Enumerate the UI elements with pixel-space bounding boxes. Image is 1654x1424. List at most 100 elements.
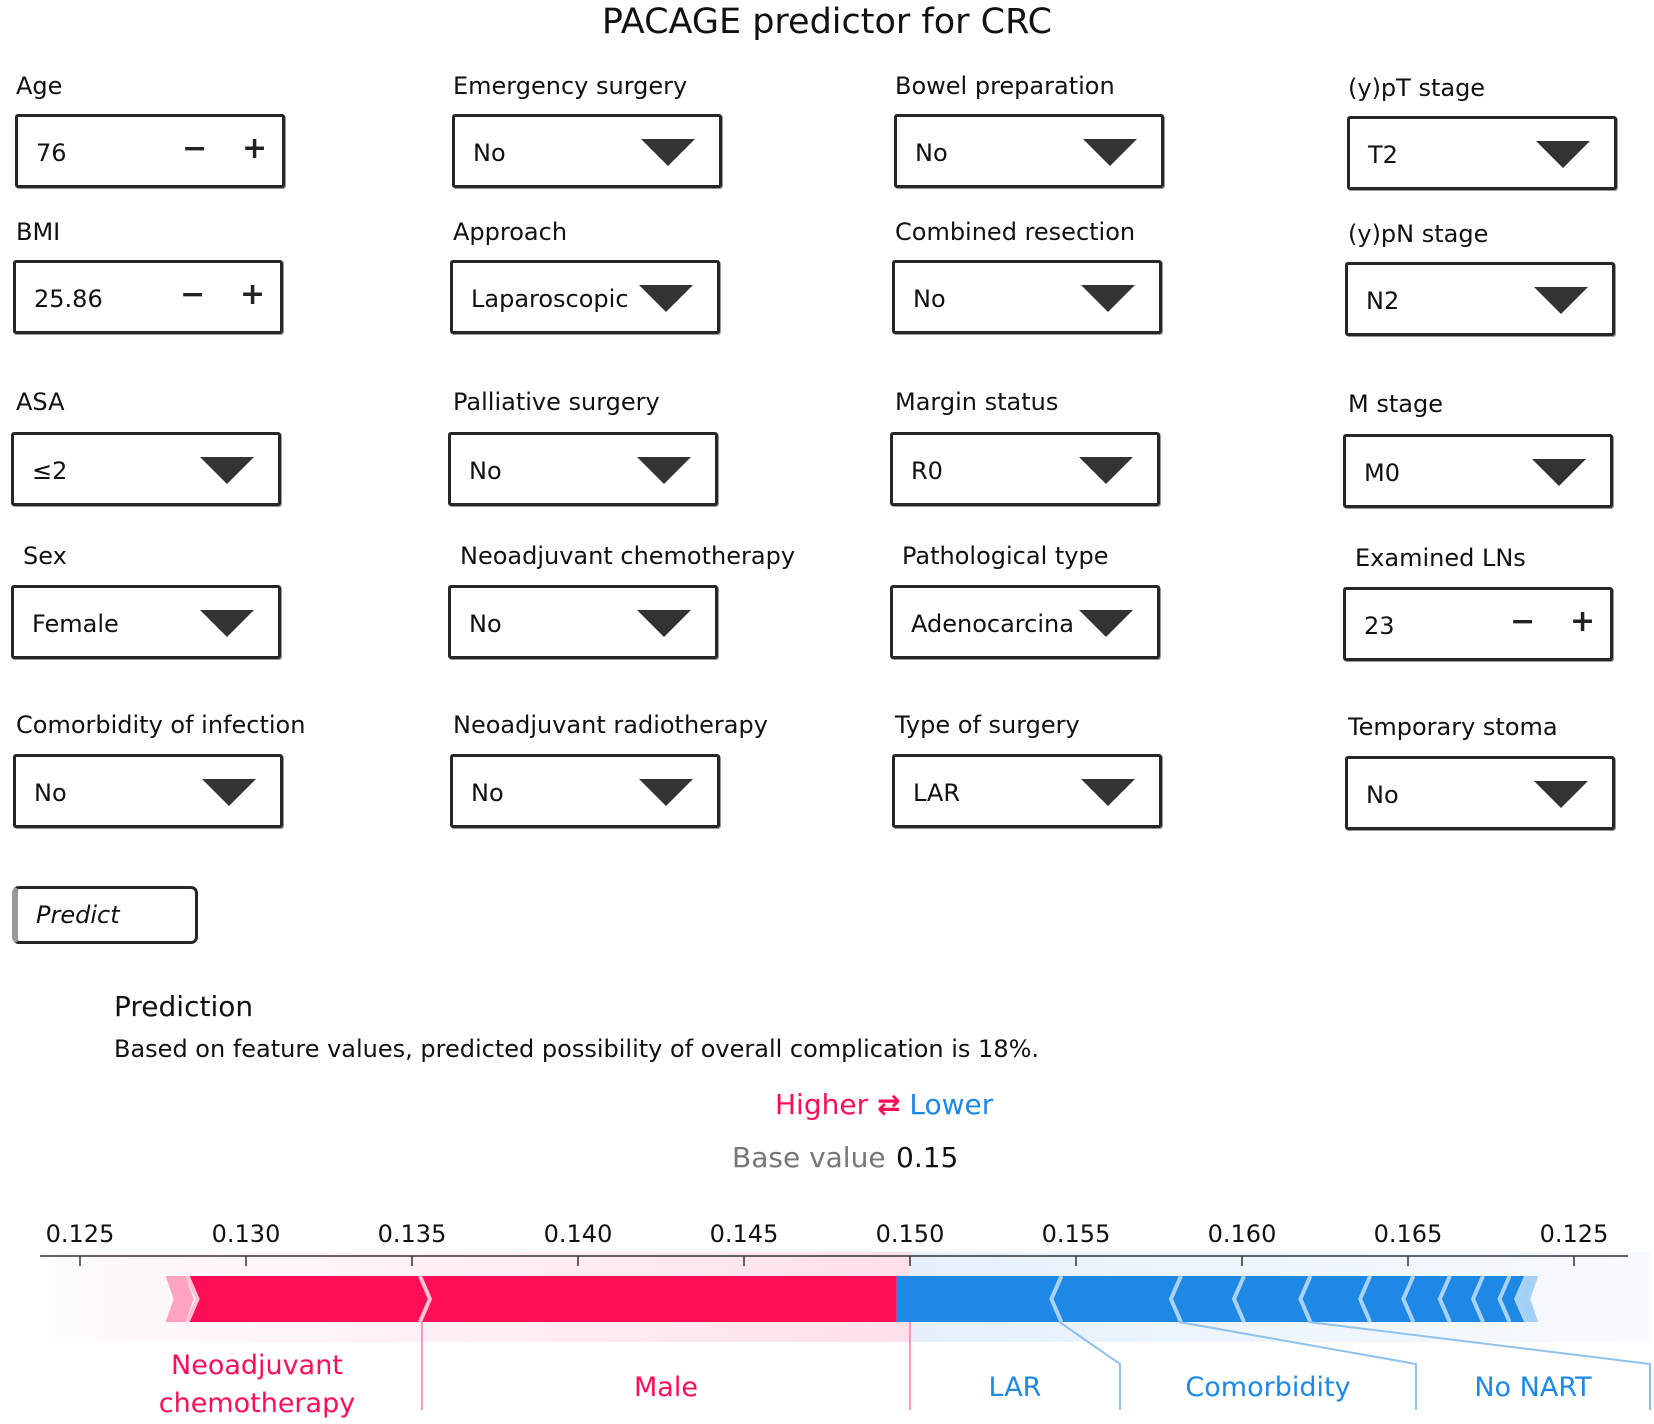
neoadjuvant-radiotherapy-select[interactable]: No <box>450 754 720 828</box>
axis-tick-label: 0.160 <box>1208 1220 1277 1248</box>
neoadjuvant-chemotherapy-select[interactable]: No <box>448 585 718 659</box>
chevron-down-icon[interactable] <box>1083 139 1137 166</box>
type-of-surgery-select[interactable]: LAR <box>892 754 1162 828</box>
feature-label-neoadjuvant-chemotherapy: Neoadjuvant chemotherapy <box>159 1350 355 1419</box>
field-label-bowel-preparation: Bowel preparation <box>895 72 1115 100</box>
lower-chevron <box>1357 1275 1372 1323</box>
bmi-stepper[interactable]: 25.86 − + <box>13 260 283 334</box>
examined-lns-value[interactable]: 23 <box>1364 612 1395 640</box>
field-label-ypn-stage: (y)pN stage <box>1348 220 1489 248</box>
chevron-down-icon[interactable] <box>1536 141 1590 168</box>
higher-lower-legend: Higher ⇄ Lower <box>775 1088 993 1121</box>
ypn-stage-value: N2 <box>1366 287 1400 315</box>
field-label-asa: ASA <box>16 388 65 416</box>
ypt-stage-select[interactable]: T2 <box>1347 116 1617 190</box>
chevron-down-icon[interactable] <box>637 610 691 637</box>
lower-segment <box>896 1276 1525 1322</box>
axis-tick-label: 0.130 <box>212 1220 281 1248</box>
m-stage-value: M0 <box>1364 459 1400 487</box>
field-label-neoadjuvant-radiotherapy: Neoadjuvant radiotherapy <box>453 711 768 739</box>
age-increment-button[interactable]: + <box>242 131 268 166</box>
type-of-surgery-value: LAR <box>913 779 961 807</box>
field-label-bmi: BMI <box>16 218 61 246</box>
prediction-text: Based on feature values, predicted possi… <box>114 1035 1040 1063</box>
m-stage-select[interactable]: M0 <box>1343 434 1613 508</box>
axis-tick-label: 0.145 <box>710 1220 779 1248</box>
emergency-surgery-value: No <box>473 139 506 167</box>
field-label-ypt-stage: (y)pT stage <box>1348 74 1486 102</box>
chevron-down-icon[interactable] <box>202 779 256 806</box>
lower-chevron <box>1401 1275 1416 1323</box>
chevron-down-icon[interactable] <box>1534 781 1588 808</box>
bmi-value[interactable]: 25.86 <box>34 285 103 313</box>
field-label-neoadjuvant-chemotherapy: Neoadjuvant chemotherapy <box>460 542 796 570</box>
axis-tick-label: 0.155 <box>1042 1220 1111 1248</box>
bmi-increment-button[interactable]: + <box>240 277 266 312</box>
bowel-preparation-select[interactable]: No <box>894 114 1164 188</box>
examined-lns-increment-button[interactable]: + <box>1570 604 1596 639</box>
field-label-pathological-type: Pathological type <box>902 542 1109 570</box>
chevron-down-icon[interactable] <box>1081 779 1135 806</box>
combined-resection-select[interactable]: No <box>892 260 1162 334</box>
axis-tick-label: 0.125 <box>46 1220 115 1248</box>
chevron-down-icon[interactable] <box>200 457 254 484</box>
age-decrement-button[interactable]: − <box>182 131 208 166</box>
ypt-stage-value: T2 <box>1368 141 1398 169</box>
chevron-down-icon[interactable] <box>641 139 695 166</box>
margin-status-value: R0 <box>911 457 943 485</box>
chevron-down-icon[interactable] <box>1534 287 1588 314</box>
field-label-temporary-stoma: Temporary stoma <box>1348 713 1558 741</box>
higher-tail-tip <box>165 1276 194 1322</box>
axis-tick-label: 0.140 <box>544 1220 613 1248</box>
palliative-surgery-value: No <box>469 457 502 485</box>
field-label-comorbidity-of-infection: Comorbidity of infection <box>16 711 306 739</box>
force-plot: 0.125 0.130 0.135 0.140 0.145 0.150 0.155 0.160… <box>40 1220 1651 1419</box>
age-value[interactable]: 76 <box>36 139 67 167</box>
combined-resection-value: No <box>913 285 946 313</box>
higher-segment <box>421 1276 897 1322</box>
lower-chevron <box>1168 1275 1183 1323</box>
asa-select[interactable]: ≤2 <box>11 432 281 506</box>
ypn-stage-select[interactable]: N2 <box>1345 262 1615 336</box>
emergency-surgery-select[interactable]: No <box>452 114 722 188</box>
base-value-label: Base value <box>732 1141 886 1174</box>
examined-lns-decrement-button[interactable]: − <box>1510 604 1536 639</box>
base-value: 0.15 <box>896 1141 959 1174</box>
pathological-type-select[interactable]: Adenocarcina <box>890 585 1160 659</box>
feature-label-no-nart: No NART <box>1474 1372 1592 1403</box>
feature-label-comorbidity: Comorbidity <box>1185 1372 1350 1403</box>
chevron-down-icon[interactable] <box>1079 457 1133 484</box>
lower-label: Lower <box>909 1088 994 1121</box>
chevron-down-icon[interactable] <box>1081 285 1135 312</box>
examined-lns-stepper[interactable]: 23 − + <box>1343 587 1613 661</box>
axis-tick-label: 0.165 <box>1374 1220 1443 1248</box>
chevron-down-icon[interactable] <box>1532 459 1586 486</box>
chevron-down-icon[interactable] <box>639 779 693 806</box>
comorbidity-of-infection-value: No <box>34 779 67 807</box>
approach-select[interactable]: Laparoscopic <box>450 260 720 334</box>
chevron-down-icon[interactable] <box>1079 610 1133 637</box>
lower-chevron <box>1437 1275 1452 1323</box>
field-label-examined-lns: Examined LNs <box>1355 544 1526 572</box>
palliative-surgery-select[interactable]: No <box>448 432 718 506</box>
chevron-down-icon[interactable] <box>200 610 254 637</box>
age-stepper[interactable]: 76 − + <box>15 114 285 188</box>
temporary-stoma-select[interactable]: No <box>1345 756 1615 830</box>
pathological-type-value: Adenocarcina <box>911 610 1074 638</box>
chevron-down-icon[interactable] <box>637 457 691 484</box>
label-connector <box>1178 1321 1417 1410</box>
higher-chevron <box>185 1275 200 1323</box>
page-title: PACAGE predictor for CRC <box>601 2 1053 42</box>
field-label-m-stage: M stage <box>1348 390 1443 418</box>
predict-button-label: Predict <box>36 901 120 929</box>
comorbidity-of-infection-select[interactable]: No <box>13 754 283 828</box>
margin-status-select[interactable]: R0 <box>890 432 1160 506</box>
bmi-decrement-button[interactable]: − <box>180 277 206 312</box>
predict-button[interactable]: Predict <box>12 886 198 944</box>
neoadjuvant-chemotherapy-value: No <box>469 610 502 638</box>
label-connector <box>1308 1321 1651 1410</box>
chevron-down-icon[interactable] <box>639 285 693 312</box>
lower-chevron <box>1049 1275 1064 1323</box>
sex-select[interactable]: Female <box>11 585 281 659</box>
field-label-age: Age <box>16 72 63 100</box>
